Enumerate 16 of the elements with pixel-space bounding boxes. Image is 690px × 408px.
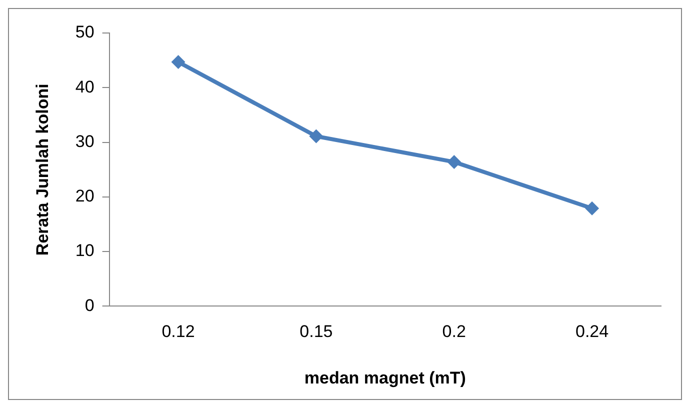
point <box>171 54 186 69</box>
point <box>309 129 324 144</box>
y-tick-label: 0 <box>84 296 94 315</box>
y-tick-label: 10 <box>75 241 94 260</box>
y-tick-label: 30 <box>75 132 94 151</box>
y-tick-label: 50 <box>75 22 94 42</box>
x-axis-title: medan magnet (mT) <box>304 368 466 388</box>
x-tick-label: 0.24 <box>575 322 609 342</box>
x-tick-label: 0.15 <box>300 322 333 342</box>
point <box>585 201 600 216</box>
y-tick-label: 20 <box>75 186 94 206</box>
y-tick-label: 40 <box>75 77 94 96</box>
x-tick-label: 0.2 <box>442 322 466 342</box>
x-tick-label: 0.12 <box>162 322 195 342</box>
y-axis-title: Rerata Jumlah koloni <box>32 84 52 256</box>
point <box>447 154 462 169</box>
